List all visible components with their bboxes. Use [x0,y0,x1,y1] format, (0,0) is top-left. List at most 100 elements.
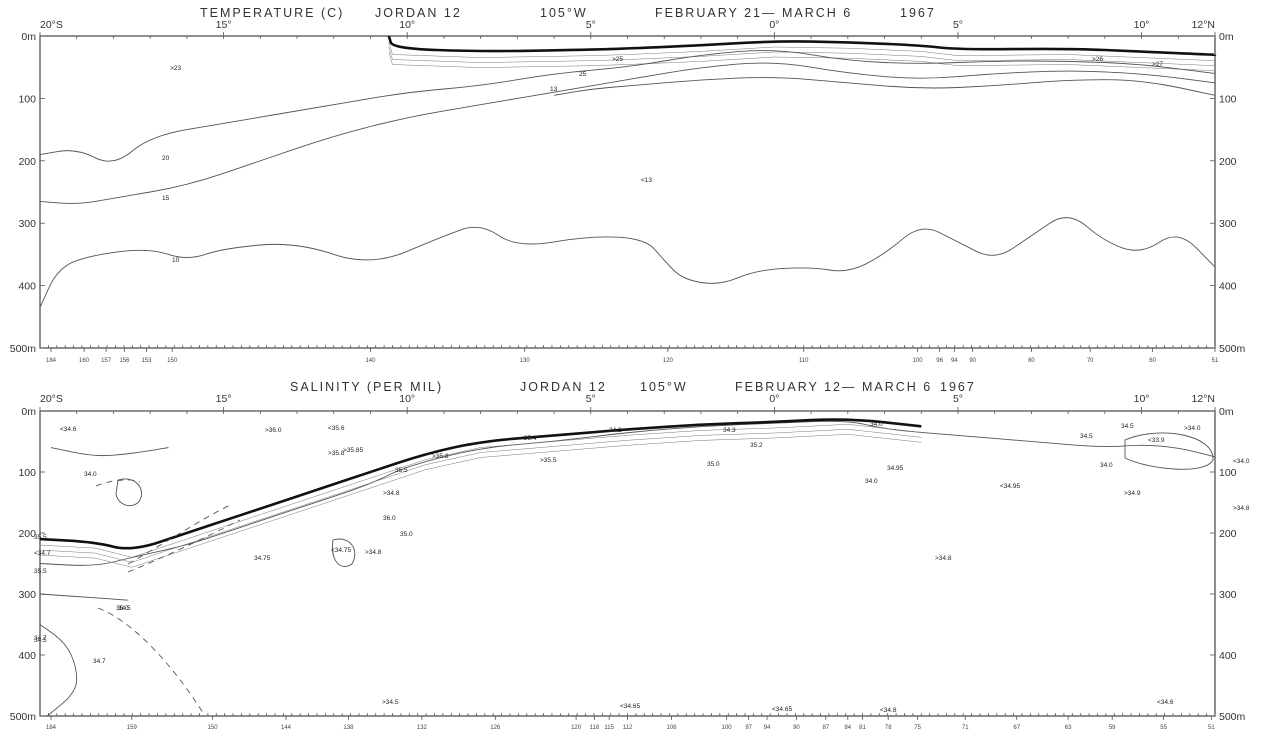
station-number-label: 120 [571,725,582,731]
date-range-label: FEBRUARY 12— MARCH 6 [735,380,932,394]
station-number-label: 159 [127,725,138,731]
station-number-label: 126 [490,725,501,731]
station-number-label: 100 [913,358,924,364]
station-number-label: 120 [663,358,674,364]
contour-annotation: >34.9 [1124,490,1141,497]
isoline-15 [39,62,1216,204]
isoline-10 [39,217,1216,308]
contour-annotation: 34.0 [870,421,883,428]
depth-label-left: 500m [10,711,37,723]
longitude-label: 105°W [640,380,688,394]
station-number-label: 118 [590,725,600,731]
depth-label-left: 500m [10,343,37,355]
salinity-panel: SALINITY (PER MIL) JORDAN 12 105°W FEBRUARY… [10,380,1250,731]
isoline-bundle-line [39,424,922,558]
isoline-value-label: 15 [162,195,170,202]
station-number-label: 140 [365,358,376,364]
depth-label-right: 300 [1219,589,1237,601]
isoline-bundle-line [388,41,1216,61]
isoline-value-label: 10 [172,257,180,264]
depth-label-right: 0m [1219,31,1234,43]
depth-label-left: 300 [18,589,36,601]
isoline-34-5 [39,593,129,601]
closed-isoline [1124,432,1214,470]
latitude-tick-label: 10° [399,393,415,405]
contour-annotation: >34.8 [365,549,382,556]
isoline-value-label: 35.0 [400,531,413,538]
station-number-label: 55 [1160,725,1167,731]
panel-title: TEMPERATURE (C) [200,6,344,20]
year-label: 1967 [940,380,976,394]
latitude-tick-label: 10° [1134,19,1150,31]
contour-annotation: 34.75 [254,555,271,562]
latitude-tick-label: 5° [953,393,963,405]
station-number-label: 80 [1028,358,1035,364]
station-number-label: 96 [936,358,943,364]
isoline-13 [554,77,1216,96]
contour-annotation: <13 [641,177,652,184]
contour-annotation: <34.95 [1000,483,1020,490]
station-number-label: 153 [141,358,152,364]
latitude-tick-label: 0° [769,19,779,31]
station-number-label: 150 [208,725,219,731]
station-number-label: 90 [793,725,800,731]
latitude-tick-label: 0° [769,393,779,405]
station-number-label: 51 [1212,358,1219,364]
contour-annotation: <33.9 [1148,437,1165,444]
contour-annotation: >35.8 [432,453,449,460]
contour-annotation: >34.8 [383,490,400,497]
station-number-label: 157 [101,358,112,364]
extrapolated-isoline [127,504,231,565]
station-number-label: 150 [167,358,178,364]
date-range-label: FEBRUARY 21— MARCH 6 [655,6,852,20]
station-number-label: 184 [46,725,57,731]
temperature-panel: TEMPERATURE (C) JORDAN 12 105°W FEBRUARY 21… [10,6,1246,364]
station-number-label: 51 [1208,725,1215,731]
depth-label-left: 0m [21,406,36,418]
latitude-tick-label: 20°S [40,19,63,31]
contour-annotation: <35.4 [520,435,537,442]
isoline-20 [39,50,1216,162]
cruise-label: JORDAN 12 [520,380,607,394]
station-number-label: 132 [417,725,428,731]
contour-annotation: >26 [1092,56,1103,63]
isoline-value-label: 34.0 [84,471,97,478]
latitude-tick-label: 15° [216,393,232,405]
station-number-label: 97 [745,725,752,731]
depth-label-right: 0m [1219,406,1234,418]
contour-annotation: 35.5 [34,568,47,575]
contour-annotation: 34.3 [723,427,736,434]
depth-label-right: 200 [1219,156,1237,168]
contour-annotation: 35.5 [395,467,408,474]
contour-annotation: 34.95 [887,465,904,472]
contour-annotation: 34.0 [1100,462,1113,469]
contour-annotation: 34.0 [865,478,878,485]
contour-annotation: <34.8 [880,707,897,714]
station-number-label: 59 [1109,725,1116,731]
station-number-label: 100 [722,725,733,731]
contour-annotation: <34.65 [772,706,792,713]
station-number-label: 138 [343,725,354,731]
depth-label-left: 100 [18,467,36,479]
isoline-25 [387,35,1217,57]
closed-isoline [332,538,356,567]
station-number-label: 87 [822,725,829,731]
contour-annotation: >35.8 [328,450,345,457]
station-number-label: 144 [281,725,292,731]
contour-annotation: 36.0 [383,515,396,522]
extrapolated-isoline [95,479,141,487]
depth-label-right: 500m [1219,343,1246,355]
contour-annotation: <34.75 [331,547,351,554]
depth-label-right: 400 [1219,281,1237,293]
isoline-value-label: 34.5 [118,605,131,612]
station-number-label: 81 [859,725,866,731]
latitude-tick-label: 15° [216,19,232,31]
isoline-34-7 [39,624,78,717]
latitude-tick-label: 10° [1134,393,1150,405]
isoline-value-label: 35.5 [34,534,47,541]
station-number-label: 160 [79,358,90,364]
contour-annotation: <34.6 [60,426,77,433]
station-number-label: 106 [667,725,678,731]
latitude-tick-label: 10° [399,19,415,31]
